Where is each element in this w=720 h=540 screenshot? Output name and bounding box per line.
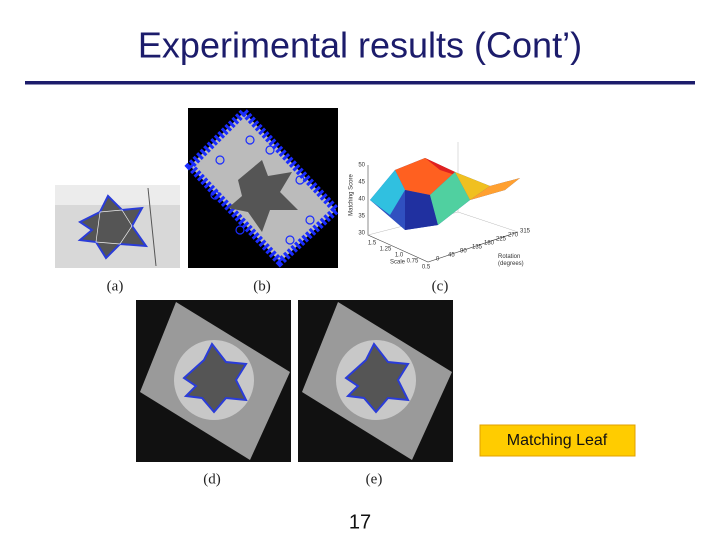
z-axis-label: Matching Score [349, 173, 355, 215]
x-tick-label: 0.75 [407, 259, 419, 265]
surface-plot: Matching Score Scale Rotation (degrees) 3… [345, 142, 531, 272]
image-d [136, 300, 291, 462]
title-rule [25, 81, 695, 85]
caption: (d) [203, 471, 221, 487]
callout-box [479, 424, 636, 457]
slide-title: Experimental results (Cont’) [138, 25, 582, 66]
z-tick-label: 35 [358, 214, 365, 220]
label-line: (degrees) [498, 261, 524, 267]
image-e [298, 300, 453, 462]
image-a [55, 185, 180, 268]
label-line: Rotation [498, 254, 520, 260]
x-tick-label: 1.25 [380, 247, 392, 253]
y-tick-label: 135 [472, 245, 483, 251]
y-axis-label: Rotation (degrees) [498, 254, 524, 267]
y-tick-label: 315 [520, 229, 531, 235]
y-tick-label: 90 [460, 249, 467, 255]
image-b [184, 106, 342, 268]
x-tick-label: 0.5 [422, 265, 431, 271]
z-tick-label: 50 [358, 163, 365, 169]
y-tick-label: 225 [496, 237, 507, 243]
callout-text: Matching Leaf [507, 432, 608, 449]
y-tick-label: 0 [436, 257, 440, 263]
x-axis-label: Scale [390, 260, 406, 266]
y-tick-label: 270 [508, 233, 519, 239]
caption: (b) [253, 278, 271, 294]
z-tick-label: 40 [358, 197, 365, 203]
z-tick-label: 45 [358, 180, 365, 186]
caption: (a) [107, 278, 124, 294]
page-number: 17 [349, 511, 371, 533]
x-tick-label: 1.5 [368, 241, 377, 247]
y-tick-label: 180 [484, 241, 495, 247]
y-tick-label: 45 [448, 253, 455, 259]
caption: (c) [432, 278, 449, 294]
z-tick-label: 30 [358, 231, 365, 237]
caption: (e) [366, 471, 383, 487]
x-tick-label: 1.0 [395, 253, 404, 259]
